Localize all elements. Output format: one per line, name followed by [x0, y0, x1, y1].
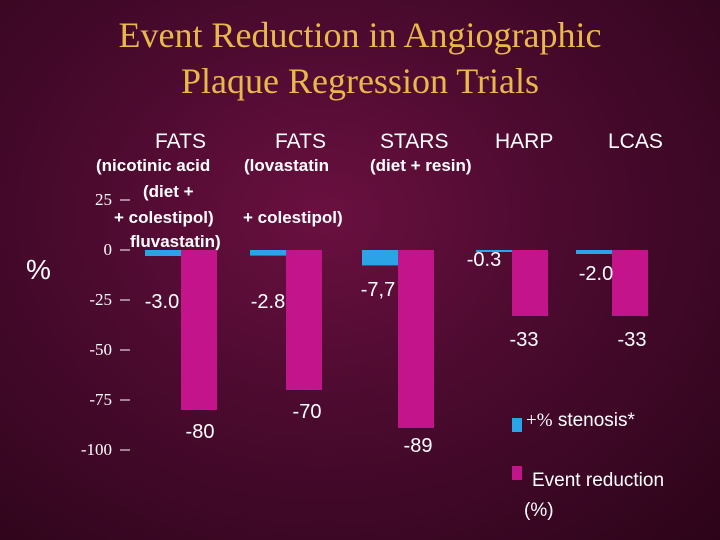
y-tick-label: -100 — [81, 440, 112, 459]
subtitle-colestipol-1: + colestipol) — [114, 208, 214, 227]
stenosis-data-label: -0.3 — [467, 249, 501, 271]
subtitle-lovastatin: (lovastatin — [244, 156, 330, 175]
legend-label-stenosis: +% stenosis* — [526, 410, 635, 432]
event-bar — [512, 250, 548, 316]
y-tick-label: -75 — [89, 390, 112, 409]
y-axis-unit: % — [26, 254, 51, 285]
event-data-label: -33 — [618, 329, 647, 351]
event-bar — [612, 250, 648, 316]
subtitle-diet-resin: (diet + resin) — [370, 156, 472, 175]
y-tick-label: -25 — [89, 290, 112, 309]
stenosis-data-label: -7,7 — [361, 279, 395, 301]
legend-swatch-stenosis — [512, 418, 522, 432]
legend-label-event: Event reduction — [532, 470, 665, 491]
event-data-label: -80 — [186, 421, 215, 443]
event-data-label: -33 — [510, 329, 539, 351]
legend-swatch-event — [512, 466, 522, 480]
title-line-1: Event Reduction in Angiographic — [118, 15, 602, 55]
stenosis-bar — [362, 250, 398, 266]
subtitle-colestipol-2: + colestipol) — [243, 208, 343, 227]
subtitle-diet: (diet + — [143, 182, 194, 201]
legend-label-event-unit: (%) — [524, 500, 554, 521]
legend-stenosis-plus: +% — [526, 410, 553, 431]
y-tick-label: 25 — [95, 190, 112, 209]
subtitle-nicotinic: (nicotinic acid — [96, 156, 211, 175]
event-bar — [181, 250, 217, 410]
y-tick-label: -50 — [89, 340, 112, 359]
header-fats-2: FATS — [275, 130, 326, 153]
event-data-label: -70 — [293, 401, 322, 423]
stenosis-data-label: -2.8 — [251, 291, 285, 313]
title-line-2: Plaque Regression Trials — [180, 61, 539, 101]
header-stars: STARS — [380, 130, 449, 153]
stenosis-data-label: -2.0 — [579, 263, 613, 285]
event-bar — [286, 250, 322, 390]
stenosis-bar — [145, 250, 181, 256]
header-harp: HARP — [495, 130, 554, 153]
stenosis-bar — [250, 250, 286, 256]
stenosis-data-label: -3.0 — [145, 291, 179, 313]
header-lcas: LCAS — [608, 130, 663, 153]
legend-stenosis-text: stenosis* — [552, 410, 635, 431]
stenosis-bar — [576, 250, 612, 254]
subtitle-fluvastatin: fluvastatin) — [130, 232, 221, 251]
header-fats-1: FATS — [155, 130, 206, 153]
event-data-label: -89 — [404, 435, 433, 457]
event-bar — [398, 250, 434, 428]
stenosis-bar — [476, 250, 512, 252]
y-tick-label: 0 — [104, 240, 113, 259]
chart-title: Event Reduction in Angiographic Plaque R… — [0, 12, 720, 104]
